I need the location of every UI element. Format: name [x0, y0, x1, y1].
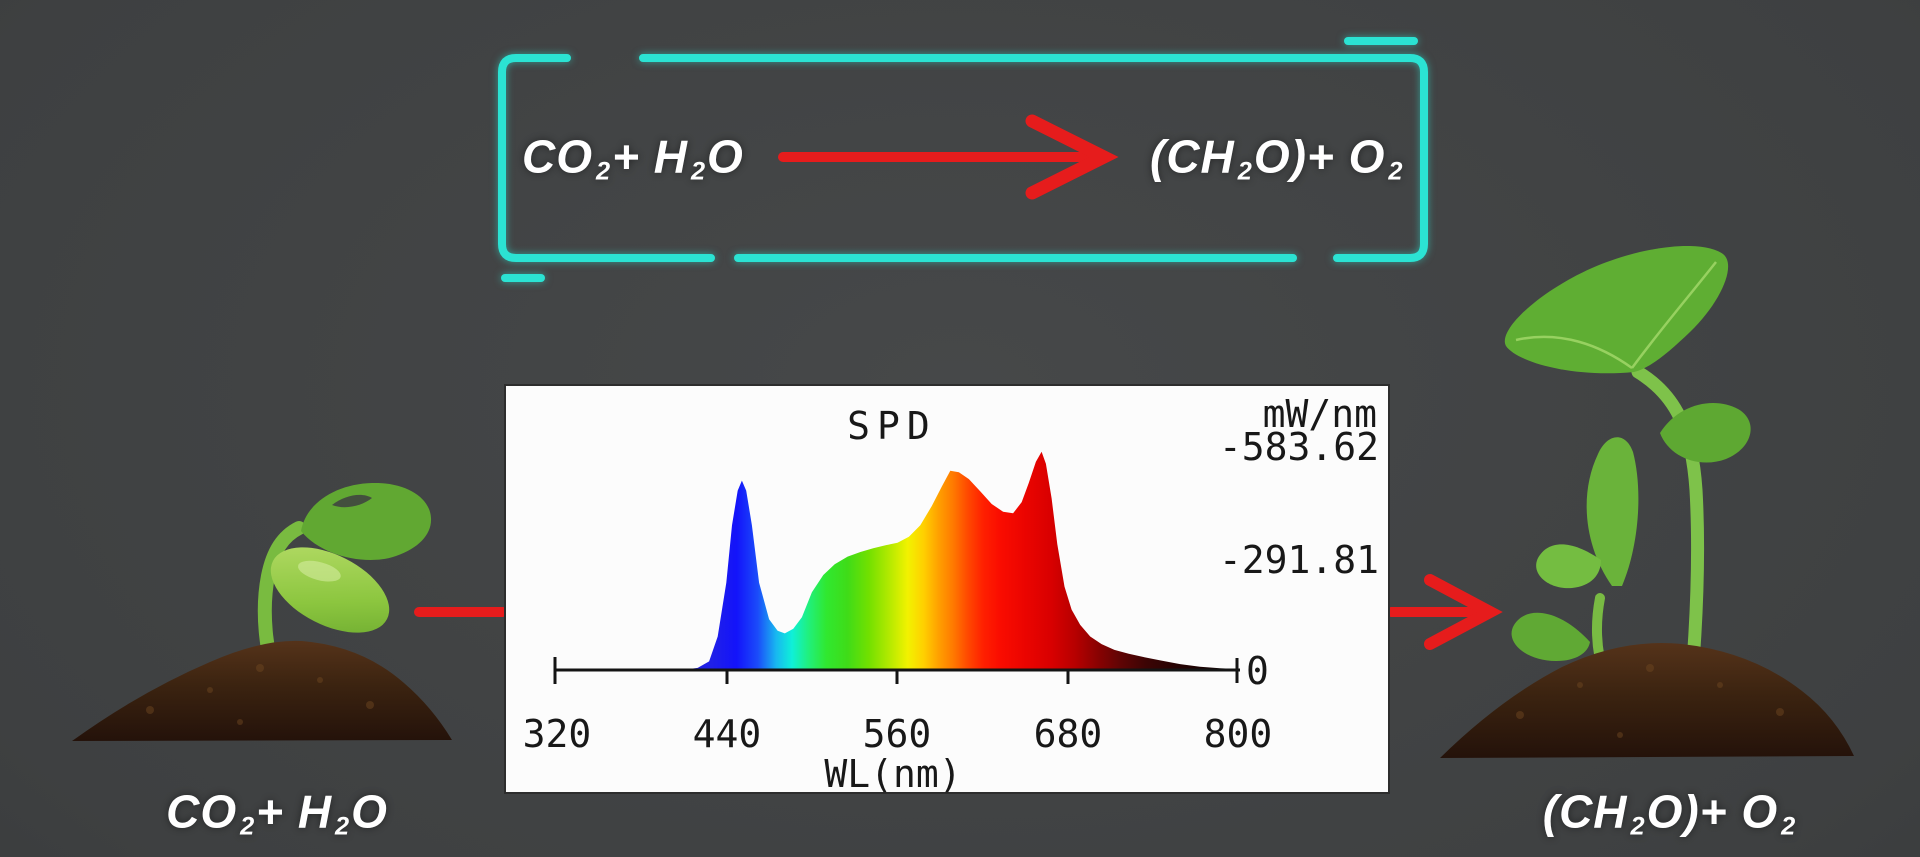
seedling-leaf-notch — [332, 494, 372, 508]
spd-spectrum-area — [555, 451, 1240, 671]
seedling-leaf — [301, 482, 432, 560]
soil-texture — [146, 664, 374, 725]
seedling-small-illustration — [72, 482, 452, 741]
plant-lower-leaf — [1511, 612, 1590, 661]
seedling-cotyledon — [270, 547, 390, 633]
plant-mid-leaf — [1660, 402, 1751, 463]
soil-texture — [1516, 664, 1784, 738]
soil-mound — [72, 640, 452, 741]
plant-top-leaf-vein — [1515, 261, 1717, 370]
arrows — [414, 114, 1503, 650]
seedling-large-illustration — [1440, 246, 1854, 758]
plant-curled-leaf-upper — [1586, 437, 1639, 586]
x-axis — [553, 657, 1240, 684]
plant-curled-leaf-mid — [1536, 544, 1601, 589]
bracket-left-segment — [498, 54, 715, 262]
output-arrow-icon — [1386, 574, 1503, 650]
equation-bracket-frame — [498, 37, 1428, 282]
soil-mound — [1440, 642, 1854, 758]
bracket-right-segment — [639, 54, 1428, 262]
reaction-arrow-icon — [778, 114, 1119, 200]
plant-top-leaf — [1504, 246, 1729, 374]
